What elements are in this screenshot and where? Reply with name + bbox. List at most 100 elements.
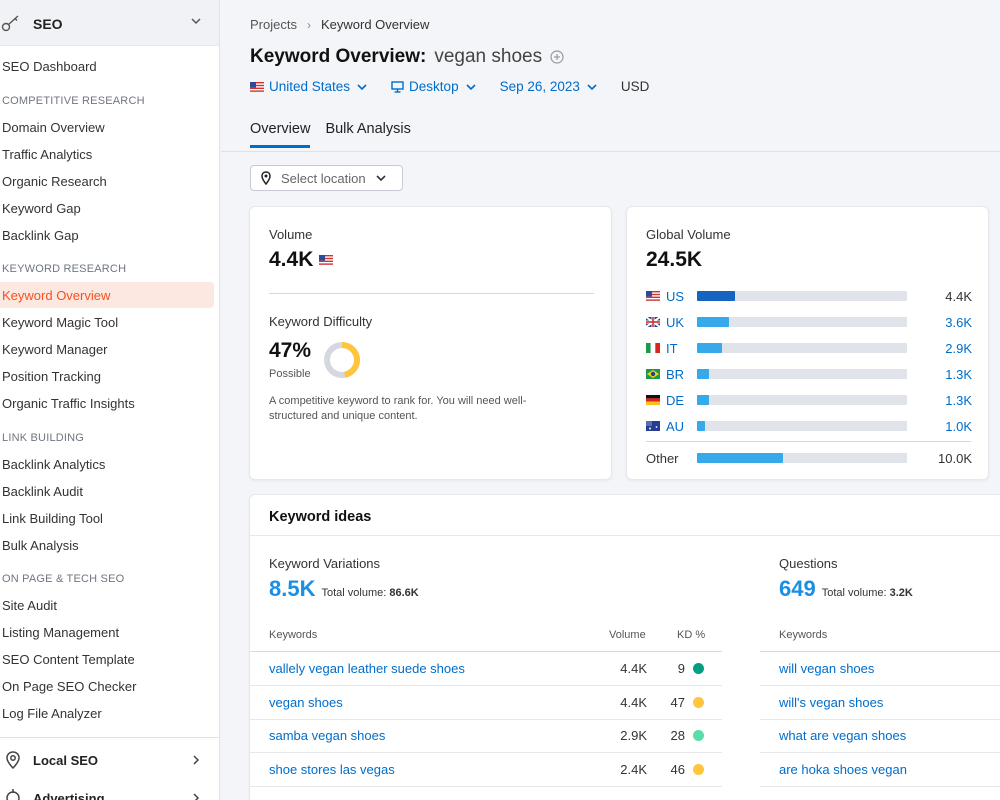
sidebar-item-keyword-overview[interactable]: Keyword Overview (2, 288, 111, 303)
keyword-variations-title[interactable]: Keyword Variations (269, 556, 381, 571)
tab-overview[interactable]: Overview (250, 121, 311, 148)
question-keyword-link[interactable]: will vegan shoes (779, 661, 875, 676)
sidebar-group-advertising[interactable]: Advertising (0, 788, 219, 800)
tab-bulk-analysis[interactable]: Bulk Analysis (325, 121, 411, 137)
sidebar-item-backlink-audit[interactable]: Backlink Audit (2, 484, 83, 499)
global-volume-row-it[interactable]: IT 2.9K (646, 340, 972, 356)
sidebar-group-label: Local SEO (33, 752, 99, 768)
global-volume-row-us[interactable]: US 4.4K (646, 288, 972, 304)
sidebar-item-keyword-magic-tool[interactable]: Keyword Magic Tool (2, 315, 119, 330)
sidebar-item-site-audit[interactable]: Site Audit (2, 598, 57, 613)
volume-bar-track (697, 369, 907, 379)
uk-flag-icon (646, 317, 660, 327)
volume-bar-track (697, 317, 907, 327)
volume-bar-track (697, 395, 907, 405)
sidebar-group-local-seo[interactable]: Local SEO (0, 750, 219, 770)
sidebar-group-label: Advertising (33, 790, 105, 800)
sidebar-item-bulk-analysis[interactable]: Bulk Analysis (2, 538, 79, 553)
sidebar-item-backlink-analytics[interactable]: Backlink Analytics (2, 457, 106, 472)
sidebar-item-log-file-analyzer[interactable]: Log File Analyzer (2, 706, 102, 721)
location-select[interactable]: Select location (250, 165, 403, 191)
chevron-right-icon (193, 755, 200, 765)
volume-card: Volume 4.4K Keyword Difficulty 47% Possi… (249, 206, 612, 480)
breadcrumb-projects[interactable]: Projects (250, 17, 297, 32)
sidebar-item-domain-overview[interactable]: Domain Overview (2, 120, 105, 135)
add-circle-icon[interactable] (550, 50, 564, 64)
volume-bar (697, 421, 706, 431)
row-divider (760, 718, 1000, 720)
country-volume-value: 4.4K (945, 288, 972, 304)
row-divider (250, 685, 722, 686)
keyword-ideas-card: Keyword ideas Keyword Variations 8.5K To… (249, 494, 1000, 800)
variation-keyword-link[interactable]: vegan shoes (269, 694, 343, 710)
sidebar-item-backlink-gap[interactable]: Backlink Gap (2, 228, 79, 243)
sidebar: SEO SEO Dashboard COMPETITIVE RESEARCH D… (0, 0, 220, 800)
breadcrumb-current: Keyword Overview (320, 17, 430, 32)
volume-bar (697, 453, 784, 463)
chevron-down-icon (375, 175, 386, 182)
sidebar-item-link-building-tool[interactable]: Link Building Tool (2, 511, 103, 526)
sidebar-item-traffic-analytics[interactable]: Traffic Analytics (2, 147, 93, 162)
main-header: Projects › Keyword Overview Keyword Over… (221, 0, 1000, 152)
volume-bar (697, 369, 709, 379)
chevron-down-icon (357, 83, 367, 90)
country-volume-value: 2.9K (945, 340, 972, 356)
date-filter[interactable]: Sep 26, 2023 (500, 79, 597, 94)
keyword-variations-count[interactable]: 8.5K (269, 576, 316, 601)
country-code: Other (646, 450, 679, 466)
breadcrumb: Projects › Keyword Overview (250, 17, 429, 32)
seo-key-icon (1, 15, 19, 32)
sidebar-header-seo[interactable]: SEO (0, 0, 219, 46)
questions-total: Total volume: 3.2K (822, 587, 913, 599)
global-volume-row-de[interactable]: DE 1.3K (646, 392, 972, 408)
country-code: DE (666, 392, 685, 408)
sidebar-item-organic-traffic-insights[interactable]: Organic Traffic Insights (2, 396, 135, 411)
country-code: US (666, 288, 685, 304)
volume-bar (697, 343, 723, 353)
global-volume-row-br[interactable]: BR 1.3K (646, 366, 972, 382)
variation-keyword-link[interactable]: samba vegan shoes (269, 728, 386, 743)
sidebar-item-organic-research[interactable]: Organic Research (2, 174, 107, 189)
page-title-keyword: vegan shoes (434, 46, 543, 67)
country-filter[interactable]: United States (250, 79, 367, 94)
sidebar-item-listing-management[interactable]: Listing Management (2, 625, 120, 640)
global-volume-row-uk[interactable]: UK 3.6K (646, 314, 972, 330)
global-volume-row-au[interactable]: AU 1.0K (646, 418, 972, 434)
sidebar-item-position-tracking[interactable]: Position Tracking (2, 369, 101, 384)
sidebar-item-keyword-manager[interactable]: Keyword Manager (2, 342, 108, 357)
country-code: IT (666, 340, 678, 356)
variations-header-kd: KD % (677, 629, 706, 641)
row-divider (760, 685, 1000, 686)
filters-bar: United States Desktop Sep 26, 2023 USD (250, 79, 649, 94)
volume-value-wrap: 4.4K (269, 248, 334, 272)
chevron-right-icon (193, 793, 200, 800)
volume-bar-track (697, 453, 907, 463)
sidebar-item-seo-dashboard[interactable]: SEO Dashboard (2, 59, 97, 74)
questions-count[interactable]: 649 (779, 576, 816, 601)
sidebar-section-link-building: LINK BUILDING (2, 432, 85, 444)
it-flag-icon (646, 343, 660, 353)
question-keyword-link[interactable]: what are vegan shoes (779, 728, 907, 743)
currency-label: USD (620, 79, 650, 94)
device-filter[interactable]: Desktop (391, 79, 476, 94)
tabs: Overview Bulk Analysis (250, 121, 426, 148)
variation-keyword-link[interactable]: vallely vegan leather suede shoes (269, 661, 465, 676)
question-keyword-link[interactable]: are hoka shoes vegan (779, 761, 907, 777)
variation-volume: 2.9K (620, 728, 647, 743)
variation-keyword-link[interactable]: shoe stores las vegas (269, 761, 395, 777)
volume-bar (697, 291, 735, 301)
header-divider (221, 151, 1000, 152)
questions-title[interactable]: Questions (779, 556, 838, 571)
country-volume-value: 1.3K (945, 392, 972, 408)
keyword-difficulty-description: A competitive keyword to rank for. You w… (269, 395, 527, 422)
total-volume-label: Total volume: (821, 587, 887, 599)
sidebar-item-on-page-seo-checker[interactable]: On Page SEO Checker (2, 679, 137, 694)
question-keyword-link[interactable]: will's vegan shoes (779, 694, 884, 710)
location-pin-icon (261, 171, 271, 185)
chevron-down-icon[interactable] (189, 14, 203, 28)
chevron-right-icon: › (306, 17, 311, 32)
sidebar-item-seo-content-template[interactable]: SEO Content Template (2, 652, 135, 667)
sidebar-item-keyword-gap[interactable]: Keyword Gap (2, 201, 81, 216)
country-code: BR (666, 366, 685, 382)
global-volume-value: 24.5K (646, 248, 703, 271)
